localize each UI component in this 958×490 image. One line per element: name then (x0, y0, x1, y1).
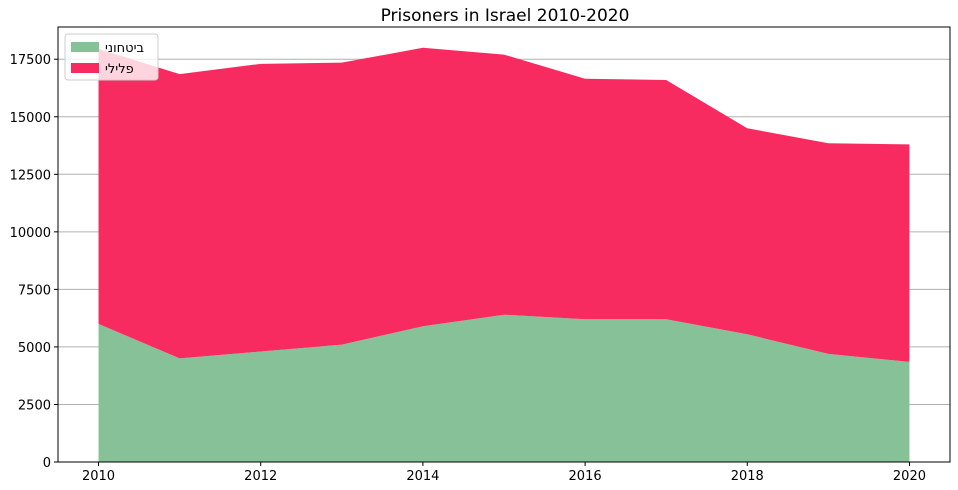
x-tick-label: 2010 (82, 469, 115, 484)
series-area-0 (98, 314, 910, 462)
legend-entry: ביטחוני (105, 41, 144, 56)
y-tick-label: 12500 (10, 168, 51, 183)
legend-swatch (71, 63, 99, 73)
x-tick-label: 2012 (244, 469, 277, 484)
legend: ביטחוני פלילי (64, 33, 159, 81)
y-tick-label: 17500 (10, 53, 51, 68)
x-axis: 2010 2012 2014 2016 2018 2020 (82, 462, 926, 484)
x-tick-label: 2018 (731, 469, 764, 484)
legend-swatch (71, 42, 99, 52)
series-areas (98, 47, 910, 462)
y-tick-label: 15000 (10, 111, 51, 126)
legend-entry: פלילי (105, 62, 134, 77)
y-axis: 0 2500 5000 7500 10000 12500 15000 17500 (10, 53, 58, 471)
y-tick-label: 5000 (18, 341, 51, 356)
x-tick-label: 2016 (569, 469, 602, 484)
y-tick-label: 10000 (10, 226, 51, 241)
chart-title: Prisoners in Israel 2010-2020 (381, 6, 630, 26)
plot-frame (57, 26, 951, 463)
y-tick-label: 2500 (18, 398, 51, 413)
x-tick-label: 2014 (406, 469, 439, 484)
y-tick-label: 0 (43, 456, 51, 471)
x-tick-label: 2020 (893, 469, 926, 484)
series-area-1 (98, 47, 910, 362)
y-tick-label: 7500 (18, 283, 51, 298)
